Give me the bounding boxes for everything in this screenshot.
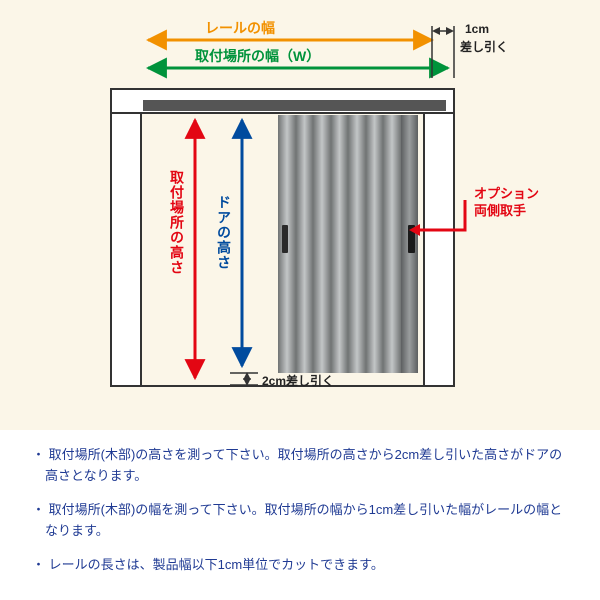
door-height-label: ドアの高さ [214, 195, 234, 270]
subtract-1cm-b: 差し引く [460, 38, 508, 55]
subtract-2cm-label: 2cm差し引く [262, 372, 334, 389]
option-label-b: 両側取手 [474, 200, 526, 219]
install-height-label: 取付場所の高さ [167, 170, 187, 275]
subtract-1cm-a: 1cm [465, 22, 489, 36]
bullet-1: ・ 取付場所(木部)の高さを測って下さい。取付場所の高さから2cm差し引いた高さ… [32, 444, 568, 487]
bullet-2: ・ 取付場所(木部)の幅を測って下さい。取付場所の幅から1cm差し引いた幅がレー… [32, 499, 568, 542]
install-width-label: 取付場所の幅（W） [195, 46, 320, 66]
measurement-diagram: レールの幅 取付場所の幅（W） 1cm 差し引く 取付場所の高さ ドアの高さ 2… [0, 0, 600, 430]
bullet-3: ・ レールの長さは、製品幅以下1cm単位でカットできます。 [32, 554, 568, 575]
rail-width-label: レールの幅 [205, 18, 275, 38]
instruction-text: ・ 取付場所(木部)の高さを測って下さい。取付場所の高さから2cm差し引いた高さ… [0, 430, 600, 595]
